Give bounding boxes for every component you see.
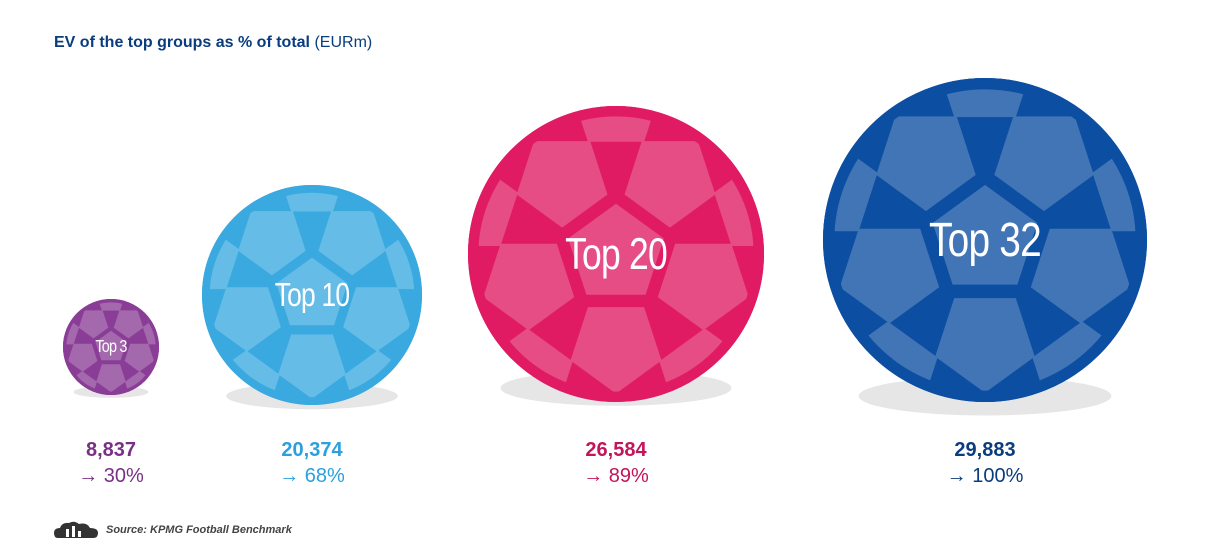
- source-note: Source: KPMG Football Benchmark: [54, 519, 292, 541]
- ball-top-10: Top 10: [202, 185, 423, 406]
- chart-title-unit: (EURm): [314, 34, 373, 51]
- chart-title: EV of the top groups as % of total (EURm…: [54, 34, 372, 52]
- ball-top-32: Top 32: [822, 77, 1147, 403]
- bar-cloud-icon: [54, 521, 98, 538]
- percent-label: → 30%: [78, 465, 144, 487]
- percent-label: → 100%: [946, 465, 1024, 487]
- ball-label-top-10: Top 10: [275, 277, 350, 313]
- value-label: 20,374: [281, 439, 343, 461]
- percent-label: → 68%: [279, 465, 345, 487]
- percent-label: → 89%: [583, 465, 649, 487]
- value-block-top-32: 29,883 → 100%: [905, 437, 1065, 489]
- ball-label-top-20: Top 20: [565, 229, 667, 279]
- ball-label-top-32: Top 32: [929, 213, 1041, 267]
- value-label: 8,837: [85, 439, 137, 461]
- source-text: Source: KPMG Football Benchmark: [106, 524, 292, 536]
- value-block-top-3: 8,837 → 30%: [31, 437, 191, 489]
- value-block-top-20: 26,584 → 89%: [536, 437, 696, 489]
- ball-top-20: Top 20: [467, 105, 765, 403]
- value-block-top-10: 20,374 → 68%: [232, 437, 392, 489]
- ball-top-3: Top 3: [63, 298, 159, 395]
- value-label: 26,584: [585, 439, 647, 461]
- value-label: 29,883: [954, 439, 1016, 461]
- chart-title-main: EV of the top groups as % of total: [54, 34, 310, 51]
- ball-label-top-3: Top 3: [95, 336, 127, 356]
